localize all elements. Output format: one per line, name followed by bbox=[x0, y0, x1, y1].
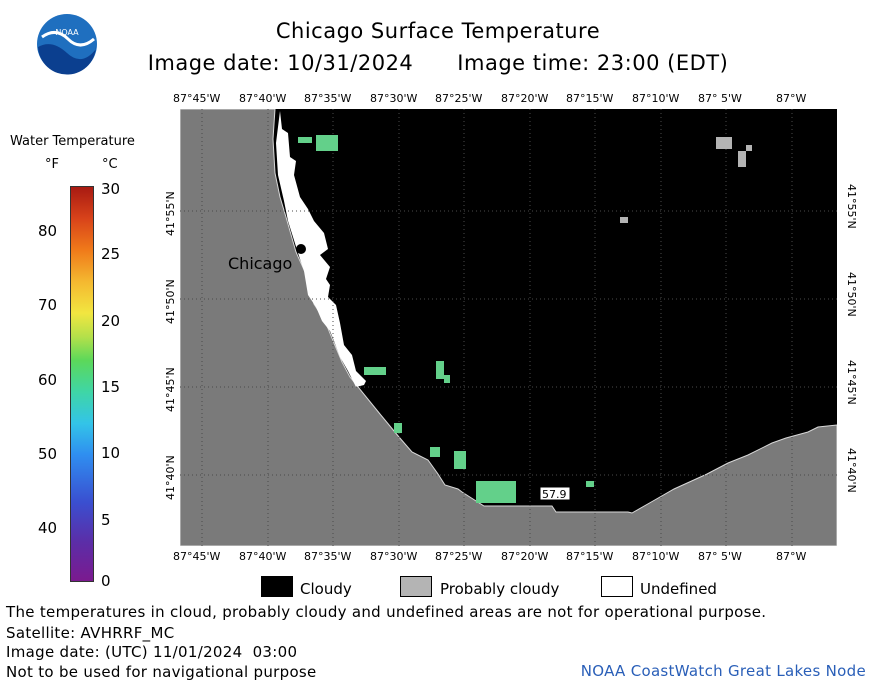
lon-label-top: 87° 5'W bbox=[698, 92, 742, 105]
lon-label-top: 87°30'W bbox=[370, 92, 418, 105]
lon-label-bottom: 87° 5'W bbox=[698, 550, 742, 563]
legend-cloudy-label: Cloudy bbox=[300, 580, 352, 598]
temperature-colorbar bbox=[70, 186, 94, 582]
page-title: Chicago Surface Temperature bbox=[275, 19, 601, 43]
buoy-value-box bbox=[539, 486, 571, 501]
lon-label-top: 87°W bbox=[776, 92, 807, 105]
lat-label-left: 41°40'N bbox=[164, 455, 177, 500]
f-tick-50: 50 bbox=[38, 445, 58, 463]
colorbar-unit-c: °C bbox=[102, 157, 118, 172]
lat-label-left: 41°45'N bbox=[164, 367, 177, 412]
probably-cloudy-patches bbox=[620, 137, 752, 223]
c-tick-0: 0 bbox=[101, 572, 111, 590]
c-tick-30: 30 bbox=[101, 180, 121, 198]
legend-probably-cloudy-label: Probably cloudy bbox=[440, 580, 560, 598]
logo-text: NOAA bbox=[55, 28, 79, 37]
lon-label-bottom: 87°40'W bbox=[239, 550, 287, 563]
lon-label-bottom: 87°35'W bbox=[304, 550, 352, 563]
lat-label-left: 41°50'N bbox=[164, 279, 177, 324]
satellite-info: Satellite: AVHRRF_MC bbox=[6, 624, 175, 642]
lat-label-right: 41°55'N bbox=[845, 184, 858, 229]
noaa-logo: NOAA bbox=[37, 14, 97, 75]
lon-label-bottom: 87°30'W bbox=[370, 550, 418, 563]
c-tick-10: 10 bbox=[101, 444, 121, 462]
c-tick-5: 5 bbox=[101, 511, 111, 529]
credit-link[interactable]: NOAA CoastWatch Great Lakes Node bbox=[580, 662, 866, 680]
lon-label-bottom: 87°W bbox=[776, 550, 807, 563]
land-shoreline bbox=[180, 109, 837, 546]
lake-cloudy-area bbox=[273, 109, 837, 513]
chicago-label: Chicago bbox=[228, 254, 292, 273]
legend-undefined-label: Undefined bbox=[640, 580, 717, 598]
f-tick-70: 70 bbox=[38, 296, 58, 314]
undefined-strip bbox=[276, 111, 366, 387]
image-date-time: Image date: 10/31/2024 Image time: 23:00 … bbox=[0, 51, 876, 75]
lon-label-bottom: 87°20'W bbox=[501, 550, 549, 563]
surface-temperature-map: 57.9 Chicago bbox=[180, 109, 837, 546]
grid-lines bbox=[180, 109, 837, 546]
image-date: Image date: 10/31/2024 bbox=[147, 51, 414, 75]
lon-label-bottom: 87°10'W bbox=[632, 550, 680, 563]
lon-label-top: 87°45'W bbox=[173, 92, 221, 105]
lat-label-left: 41°55'N bbox=[164, 191, 177, 236]
colorbar-unit-f: °F bbox=[45, 157, 59, 172]
disclaimer-note: The temperatures in cloud, probably clou… bbox=[6, 603, 767, 621]
c-tick-15: 15 bbox=[101, 378, 121, 396]
c-tick-25: 25 bbox=[101, 245, 121, 263]
lon-label-bottom: 87°15'W bbox=[566, 550, 614, 563]
image-time: Image time: 23:00 (EDT) bbox=[457, 51, 729, 75]
lon-label-top: 87°20'W bbox=[501, 92, 549, 105]
f-tick-40: 40 bbox=[38, 519, 58, 537]
lon-label-top: 87°40'W bbox=[239, 92, 287, 105]
lon-label-bottom: 87°45'W bbox=[173, 550, 221, 563]
legend-probably-cloudy-swatch bbox=[400, 576, 432, 597]
lon-label-top: 87°15'W bbox=[566, 92, 614, 105]
lat-label-right: 41°45'N bbox=[845, 360, 858, 405]
legend-cloudy-swatch bbox=[261, 576, 293, 597]
f-tick-60: 60 bbox=[38, 371, 58, 389]
lat-label-right: 41°40'N bbox=[845, 448, 858, 493]
lat-label-right: 41°50'N bbox=[845, 272, 858, 317]
lon-label-bottom: 87°25'W bbox=[435, 550, 483, 563]
lon-label-top: 87°10'W bbox=[632, 92, 680, 105]
f-tick-80: 80 bbox=[38, 222, 58, 240]
utc-image-date: Image date: (UTC) 11/01/2024 03:00 bbox=[6, 643, 298, 661]
water-temperature-patches bbox=[298, 135, 594, 503]
chicago-marker bbox=[296, 244, 306, 254]
legend-undefined-swatch bbox=[601, 576, 633, 597]
buoy-value: 57.9 bbox=[542, 488, 567, 501]
c-tick-20: 20 bbox=[101, 312, 121, 330]
lon-label-top: 87°25'W bbox=[435, 92, 483, 105]
colorbar-title: Water Temperature bbox=[10, 134, 135, 149]
lon-label-top: 87°35'W bbox=[304, 92, 352, 105]
navigation-warning: Not to be used for navigational purpose bbox=[6, 663, 317, 681]
